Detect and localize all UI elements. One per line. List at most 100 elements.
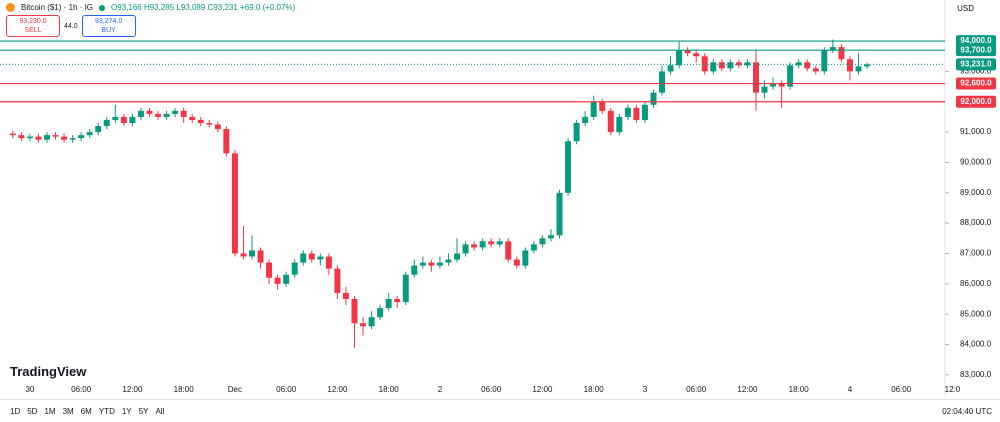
sell-price: 93,230.0: [19, 18, 47, 25]
candle-body: [522, 250, 529, 266]
plot-area: [0, 39, 945, 348]
x-tick-label: 18:00: [174, 385, 195, 394]
candle-body: [710, 62, 717, 72]
candle-body: [291, 262, 298, 275]
candle-body: [120, 116, 127, 123]
candle-body: [411, 265, 418, 275]
x-tick-label: 06:00: [276, 385, 297, 394]
candle-body: [368, 317, 375, 327]
x-tick-label: 06:00: [481, 385, 502, 394]
candle-body: [223, 129, 230, 154]
sell-label: SELL: [24, 27, 42, 34]
candle-body: [479, 241, 486, 248]
candle-body: [137, 110, 144, 117]
candle-body: [829, 47, 836, 51]
candle-body: [744, 62, 751, 66]
candle-body: [69, 138, 76, 140]
candle-body: [377, 308, 384, 318]
candle-body: [752, 62, 759, 93]
range-button[interactable]: 1D: [10, 406, 21, 416]
candle-body: [26, 136, 33, 139]
candle-body: [266, 262, 273, 278]
clock: 02:04:40 UTC: [942, 406, 992, 416]
y-tick-label: 84,000.0: [960, 340, 992, 349]
candle-body: [214, 124, 221, 130]
candle-body: [590, 101, 597, 117]
range-button[interactable]: 1M: [44, 406, 56, 416]
candle-body: [513, 259, 520, 266]
candle-body: [61, 136, 68, 140]
candle-body: [693, 53, 700, 57]
candle-body: [146, 110, 153, 114]
x-tick-label: 30: [25, 385, 34, 394]
last-price-tag: [956, 58, 996, 71]
chart: 93,000.0 91,000.0 90,000.0 89,000.0 88,000.0…: [0, 0, 996, 398]
candle-body: [163, 113, 170, 117]
candle-body: [462, 244, 469, 254]
y-tick-label: 90,000.0: [960, 158, 992, 167]
candle-body: [317, 256, 324, 260]
range-button[interactable]: All: [155, 406, 165, 416]
range-button[interactable]: YTD: [98, 406, 115, 416]
x-tick-label: 12:0: [945, 385, 961, 394]
candle-body: [778, 83, 785, 87]
header: Bitcoin ($1) · 1h · IG O93,166 H93,285 L…: [6, 3, 295, 12]
spread: 44.0: [64, 22, 78, 30]
range-button[interactable]: 6M: [80, 406, 92, 416]
candle-body: [129, 116, 136, 123]
candle-body: [334, 268, 341, 293]
price-level-tag: [956, 44, 996, 57]
candle-body: [633, 107, 640, 120]
range-button[interactable]: 1Y: [121, 406, 132, 416]
range-button[interactable]: 3M: [62, 406, 74, 416]
y-tick-label: 93,000.0: [960, 67, 992, 76]
candle-body: [112, 116, 119, 120]
x-tick-label: 18:00: [379, 385, 400, 394]
y-tick-label: 88,000.0: [960, 218, 992, 227]
candle-body: [249, 250, 255, 257]
candle-body: [428, 262, 435, 266]
candle-body: [573, 122, 580, 142]
coin-icon: [6, 3, 15, 12]
last-price-label: 93,231.0: [960, 60, 992, 69]
x-tick-label: 18:00: [584, 385, 605, 394]
candle-body: [804, 62, 811, 69]
status-dot: [99, 4, 106, 11]
candle-body: [846, 59, 853, 72]
price-level-label: 92,000.0: [960, 97, 992, 106]
x-tick-label: 12:00: [737, 385, 758, 394]
candle-body: [78, 135, 85, 139]
candle-body: [684, 50, 691, 54]
x-tick-label: Dec: [228, 385, 242, 394]
currency[interactable]: USD: [957, 4, 974, 13]
candle-body: [257, 250, 264, 263]
range-buttons: 1D 5D 1M 3M 6M YTD 1Y 5Y All: [10, 407, 164, 416]
y-tick-label: 87,000.0: [960, 249, 992, 258]
candle-body: [180, 110, 187, 117]
candle-body: [864, 64, 871, 67]
candle-body: [103, 119, 110, 127]
logo: TradingView: [10, 364, 87, 379]
candle-body: [496, 241, 503, 245]
candle-body: [95, 126, 102, 133]
candle-body: [360, 323, 367, 327]
candle-body: [505, 241, 512, 260]
candle-body: [488, 241, 495, 245]
candle-body: [385, 298, 392, 309]
x-tick-label: 3: [643, 385, 648, 394]
buy-button[interactable]: 93,274.0 BUY: [81, 15, 136, 37]
candle-body: [52, 135, 59, 137]
range-button[interactable]: 5Y: [138, 406, 149, 416]
range-button[interactable]: 5D: [27, 406, 38, 416]
candle-body: [599, 101, 606, 111]
x-tick-label: 12:00: [532, 385, 553, 394]
candle-body: [155, 113, 162, 117]
candle-body: [351, 298, 358, 324]
candle-body: [838, 47, 845, 60]
candle-body: [821, 50, 828, 72]
trade-panel: 93,230.0 SELL 44.0 93,274.0 BUY: [6, 15, 136, 37]
candle-body: [471, 244, 478, 248]
candle-body: [795, 62, 802, 66]
sell-button[interactable]: 93,230.0 SELL: [6, 15, 60, 37]
y-tick-label: 91,000.0: [960, 127, 992, 136]
